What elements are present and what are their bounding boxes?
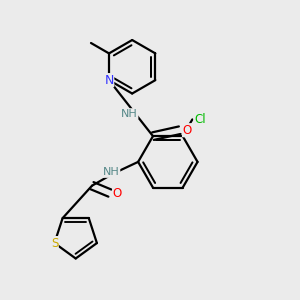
Text: O: O — [113, 187, 122, 200]
Text: NH: NH — [103, 167, 120, 177]
Text: Cl: Cl — [194, 113, 206, 126]
Text: S: S — [51, 237, 58, 250]
Text: O: O — [182, 124, 192, 137]
Text: NH: NH — [121, 109, 138, 119]
Text: N: N — [104, 74, 114, 87]
